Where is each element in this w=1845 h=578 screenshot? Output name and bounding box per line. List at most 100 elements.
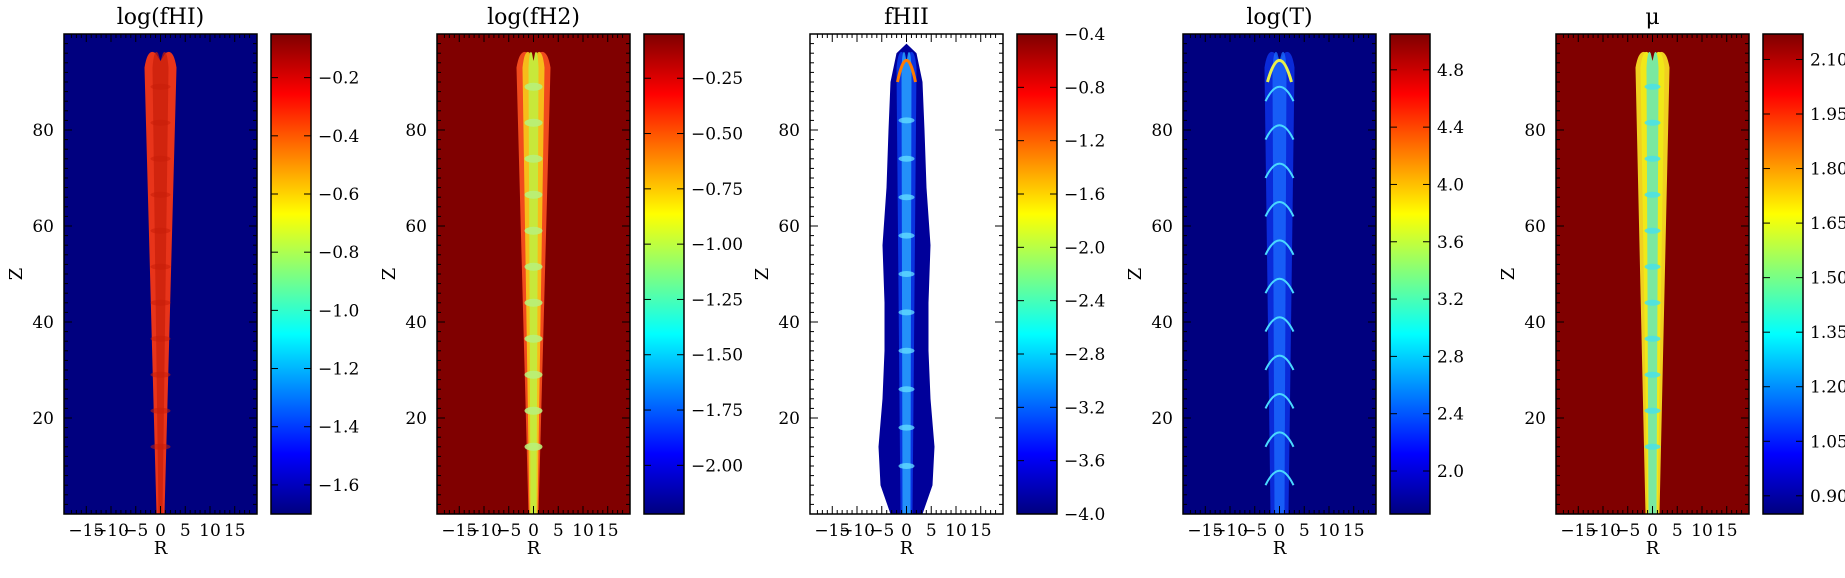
x-tick-label: 5 — [180, 521, 191, 541]
shock-front — [1264, 431, 1295, 448]
jet-knot — [150, 155, 171, 162]
jet-knot — [898, 194, 915, 201]
colorbar-tick-label: −4.0 — [1064, 505, 1105, 525]
jet-knot — [524, 262, 543, 271]
jet-knot — [898, 232, 915, 239]
x-tick-label: 15 — [970, 521, 992, 541]
colorbar-tick-label: −1.2 — [318, 360, 359, 380]
colorbar-tick-label: −0.8 — [1064, 78, 1105, 98]
jet-knot — [1644, 227, 1661, 234]
jet-knot — [1644, 371, 1661, 378]
jet-knot — [524, 298, 543, 307]
colorbar-frame — [1389, 33, 1431, 515]
x-tick-label: 0 — [155, 521, 166, 541]
x-tick-label: 5 — [1672, 521, 1683, 541]
x-tick-label: −5 — [869, 521, 894, 541]
x-tick-label: −5 — [496, 521, 521, 541]
y-tick-label: 40 — [1151, 313, 1173, 333]
colorbar-frame — [643, 33, 685, 515]
bow-shock — [1266, 59, 1293, 83]
x-axis-label: R — [1273, 538, 1287, 559]
shock-front — [1264, 124, 1295, 141]
x-tick-label: −15 — [441, 521, 477, 541]
colorbar-tick-label: 4.4 — [1437, 118, 1464, 138]
colorbar-tick-label: −2.8 — [1064, 345, 1105, 365]
x-tick-label: 0 — [901, 521, 912, 541]
shock-front — [1264, 316, 1295, 333]
colorbar-tick-label: 4.0 — [1437, 175, 1464, 195]
jet-knot — [150, 335, 171, 342]
x-tick-label: −10 — [466, 521, 502, 541]
jet-knot — [524, 226, 543, 235]
colorbar: −0.2 −0.4 −0.6 −0.8 −1.0 −1.2 −1.4 −1.6 — [270, 33, 359, 515]
colorbar-tick-label: −0.8 — [318, 243, 359, 263]
colorbar-tick-label: 0.90 — [1810, 487, 1845, 507]
colorbar-tick-label: 1.50 — [1810, 269, 1845, 289]
panel-2: −15−10−5 0 5 10 1520406080RZlog(fH2)−0.25−0.… — [379, 5, 743, 559]
y-tick-label: 80 — [1524, 121, 1546, 141]
panel-title: log(T) — [1246, 5, 1312, 30]
colorbar-tick-label: −1.2 — [1064, 132, 1105, 152]
jet-knot — [524, 154, 543, 163]
shock-front — [1264, 393, 1295, 409]
jet-knot — [1644, 443, 1661, 450]
y-tick-label: 20 — [32, 409, 54, 429]
colorbar-tick-label: −0.4 — [318, 127, 359, 147]
colorbar-tick-label: −0.6 — [318, 185, 359, 205]
x-tick-label: 10 — [199, 521, 221, 541]
bow-shock — [896, 59, 917, 83]
jet-core — [528, 51, 539, 514]
shock-front — [1264, 201, 1295, 217]
jet-knot — [898, 271, 915, 277]
colorbar-tick-label: 1.20 — [1810, 378, 1845, 398]
shock-front — [1264, 85, 1295, 102]
jet-knot — [150, 371, 171, 378]
colorbar-tick-label: −1.75 — [691, 401, 743, 421]
colorbar-gradient — [1390, 34, 1430, 514]
shock-front — [1264, 469, 1295, 486]
jet-knot — [898, 309, 915, 316]
colorbar-tick-label: 1.05 — [1810, 432, 1845, 452]
shock-front — [1264, 277, 1295, 294]
jet-knot — [1644, 119, 1661, 126]
panel-title: log(fH2) — [487, 5, 580, 30]
y-axis-label: Z — [6, 268, 27, 281]
colorbar-gradient — [644, 34, 684, 514]
x-tick-label: −5 — [1615, 521, 1640, 541]
jet-knot — [1644, 263, 1661, 270]
y-tick-label: 20 — [778, 409, 800, 429]
y-tick-label: 60 — [1151, 217, 1173, 237]
x-tick-label: −15 — [1187, 521, 1223, 541]
plot-area — [810, 34, 1003, 514]
colorbar-tick-label: −2.0 — [1064, 238, 1105, 258]
x-tick-label: 0 — [528, 521, 539, 541]
colorbar-tick-label: −1.6 — [1064, 185, 1105, 205]
jet-knot — [898, 463, 915, 469]
jet-knot — [150, 407, 171, 414]
jet-knot — [898, 424, 915, 431]
x-tick-label: −15 — [1560, 521, 1596, 541]
jet-knot — [150, 119, 171, 126]
panel-title: fHII — [884, 5, 929, 30]
y-tick-label: 40 — [1524, 313, 1546, 333]
x-tick-label: 15 — [597, 521, 619, 541]
jet-knot — [524, 82, 543, 91]
x-tick-label: 10 — [572, 521, 594, 541]
colorbar-tick-label: −1.25 — [691, 290, 743, 310]
jet-knot — [898, 155, 915, 162]
jet-knot — [524, 118, 543, 127]
jet-knot — [1644, 155, 1661, 162]
x-axis-label: R — [1646, 538, 1660, 559]
colorbar-tick-label: −1.00 — [691, 235, 743, 255]
colorbar-tick-label: 1.80 — [1810, 160, 1845, 180]
colorbar-tick-label: −1.0 — [318, 301, 359, 321]
jet-knot — [1644, 83, 1661, 90]
x-tick-label: 5 — [553, 521, 564, 541]
x-tick-label: 5 — [1299, 521, 1310, 541]
y-tick-label: 40 — [405, 313, 427, 333]
y-tick-label: 80 — [32, 121, 54, 141]
x-tick-label: 0 — [1647, 521, 1658, 541]
